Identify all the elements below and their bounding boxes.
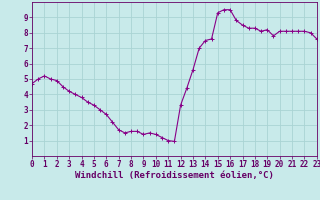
X-axis label: Windchill (Refroidissement éolien,°C): Windchill (Refroidissement éolien,°C)	[75, 171, 274, 180]
